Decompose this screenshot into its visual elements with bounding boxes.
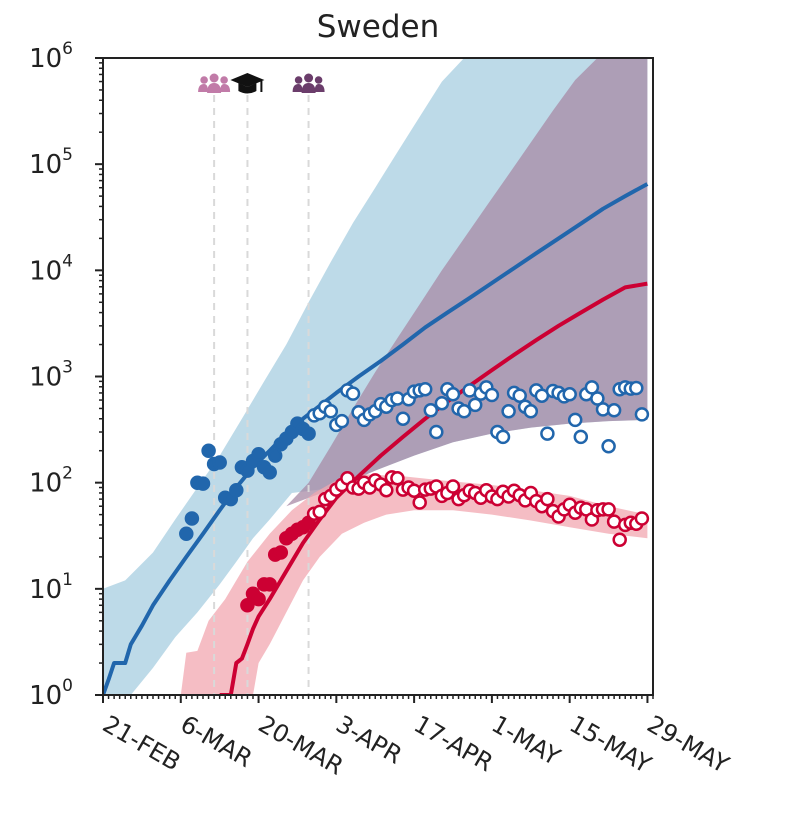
blue-data-point [467,397,483,413]
blue-data-point [540,426,555,441]
blue-data-point [334,413,350,429]
blue-data-point [267,448,283,463]
blue-data-point [323,404,339,419]
blue-data-point [584,380,600,395]
y-tick-label: 105 [29,145,73,180]
red-data-point [379,482,394,498]
blue-data-point [512,388,527,403]
red-data-point [601,502,616,517]
red-data-point [251,591,266,607]
person-head [209,73,219,83]
blue-data-point [590,391,605,406]
blue-data-point [179,526,194,542]
people-group-icon [292,73,325,93]
plot-area [103,58,650,695]
person-body [301,83,316,93]
blue-data-point [484,387,500,403]
red-data-point [412,495,427,510]
blue-data-point [634,407,650,422]
red-data-point [540,491,555,507]
red-data-point [240,598,255,613]
red-data-point [445,479,461,494]
person-head [314,76,323,84]
chart-title: Sweden [317,9,440,45]
blue-data-point [417,381,433,397]
red-data-point [612,532,627,547]
blue-data-point [434,395,450,411]
y-tick-label: 103 [29,358,73,393]
blue-data-point [262,465,277,480]
x-tick-label: 17-APR [409,710,498,777]
blue-data-point [429,424,444,440]
y-tick-label: 100 [29,676,73,711]
blue-data-point [501,404,516,419]
series-points [179,380,650,613]
blue-data-point [445,387,461,402]
y-tick-label: 102 [29,464,73,499]
person-head [200,76,208,84]
red-data-point [262,577,277,592]
person-head [294,76,303,84]
graduation-cap-icon [230,73,265,94]
cap-base [238,83,257,94]
cap-board [230,73,265,87]
blue-data-point [212,455,227,470]
blue-data-point [195,476,211,491]
y-axis: 100 101 102 103 104 105 106 [29,39,103,711]
person-body [207,83,222,93]
blue-data-point [423,403,439,418]
red-data-point [634,511,650,526]
blue-data-point [345,386,361,401]
red-data-point [390,471,405,486]
blue-data-point [184,511,200,526]
blue-data-point [573,429,589,445]
blue-data-point [395,411,411,426]
blue-data-point [567,412,583,428]
blue-data-point [523,404,539,419]
y-tick-label: 106 [29,39,73,74]
blue-data-point [201,443,216,458]
blue-data-point [629,380,644,396]
red-data-point [273,545,289,560]
y-tick-label: 101 [29,570,73,605]
red-data-point [312,504,327,520]
blue-data-point [495,429,511,445]
x-tick-label: 29-MAY [642,710,733,779]
blue-data-point [229,482,244,498]
blue-data-point [456,404,472,419]
people-group-icon [198,73,231,93]
blue-data-point [606,403,622,418]
x-tick-label: 15-MAY [565,710,656,779]
blue-data-point [601,439,616,454]
intervention-icons [198,73,325,94]
blue-data-point [251,447,266,462]
x-tick-label: 21-FEB [98,710,185,777]
x-tick-label: 1-MAY [487,710,565,771]
person-head [304,73,314,83]
person-body [220,84,231,92]
person-head [220,76,228,84]
x-tick-label: 6-MAR [176,710,257,773]
blue-data-point [301,426,316,441]
person-body [292,84,303,92]
person-body [198,84,209,92]
x-tick-label: 20-MAR [254,710,349,781]
blue-data-point [562,387,577,402]
y-tick-label: 104 [29,251,73,286]
red-series-line [219,281,648,695]
person-body [314,84,325,92]
